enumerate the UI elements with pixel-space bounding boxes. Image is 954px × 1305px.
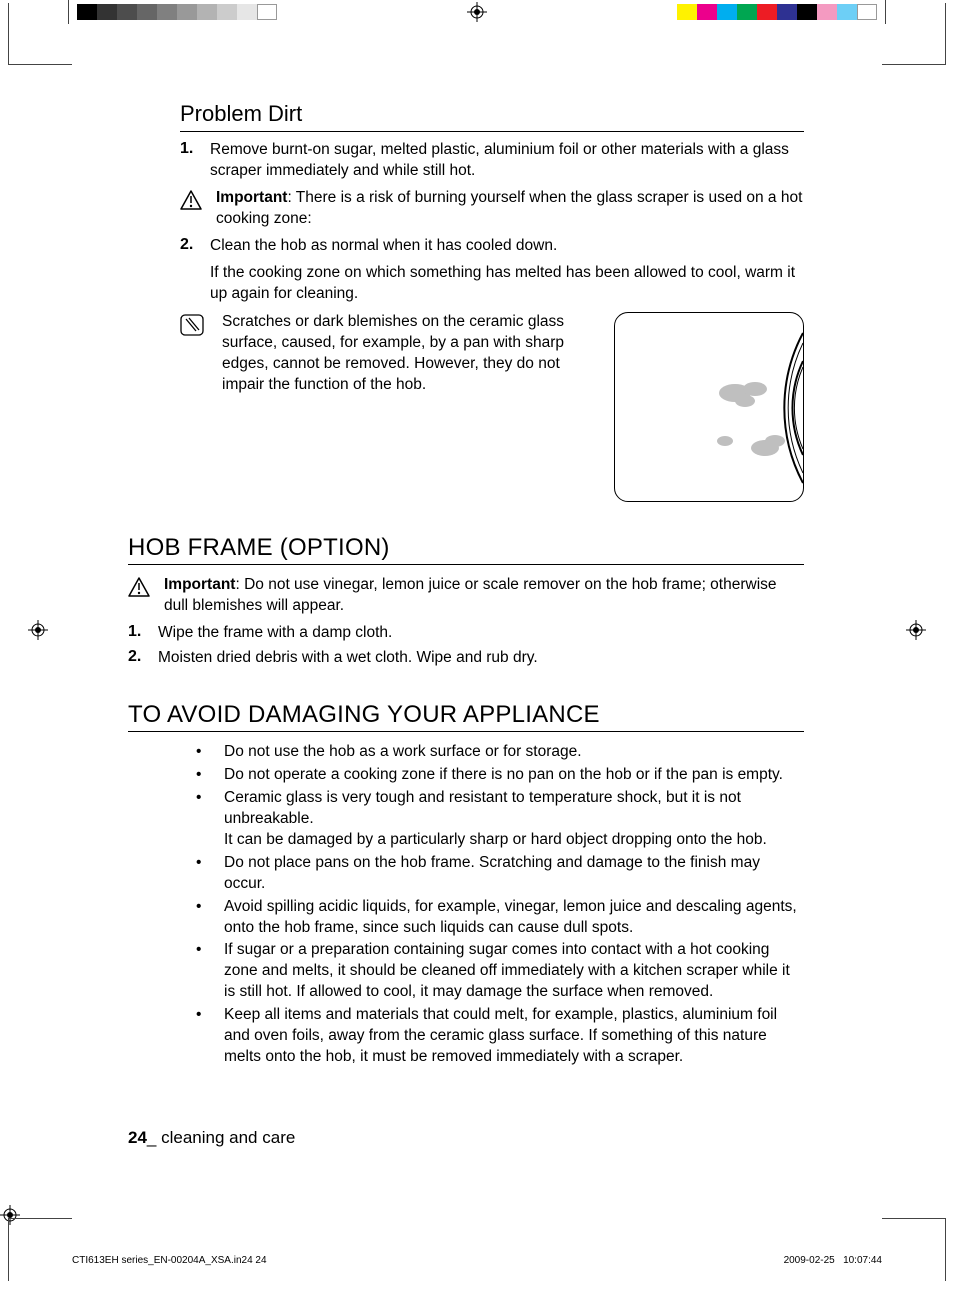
warning-note-hob: Important: Do not use vinegar, lemon jui…	[128, 575, 804, 617]
print-slug: CTI613EH series_EN-00204A_XSA.in24 24 20…	[0, 1255, 954, 1266]
list-item: •Do not operate a cooking zone if there …	[196, 765, 804, 786]
slug-datetime: 2009-02-25 10:07:44	[784, 1255, 882, 1266]
step-number: 2.	[128, 648, 158, 669]
info-note-row: Scratches or dark blemishes on the ceram…	[180, 312, 804, 502]
slug-file: CTI613EH series_EN-00204A_XSA.in24 24	[72, 1255, 267, 1266]
step-2: 2. Clean the hob as normal when it has c…	[180, 236, 804, 257]
list-item: •Do not place pans on the hob frame. Scr…	[196, 853, 804, 895]
registration-mark-right	[906, 620, 926, 640]
page-content: Problem Dirt 1. Remove burnt-on sugar, m…	[0, 65, 954, 1178]
subheading-problem-dirt: Problem Dirt	[180, 97, 804, 132]
registration-mark-top	[467, 2, 487, 22]
list-item: •Ceramic glass is very tough and resista…	[196, 788, 804, 851]
gray-swatch-row	[77, 4, 277, 20]
warning-icon	[180, 188, 204, 230]
registration-strip	[68, 0, 886, 24]
step-2-detail: If the cooking zone on which something h…	[210, 263, 804, 305]
page-footer: 24_ cleaning and care	[128, 1128, 804, 1148]
step-number: 2.	[180, 236, 210, 257]
step-text: Wipe the frame with a damp cloth.	[158, 623, 392, 644]
list-item: •Keep all items and materials that could…	[196, 1005, 804, 1068]
warning-note: Important: There is a risk of burning yo…	[180, 188, 804, 230]
list-item: •Do not use the hob as a work surface or…	[196, 742, 804, 763]
color-swatch-row	[677, 4, 877, 20]
warning-icon	[128, 575, 152, 617]
step-text: Moisten dried debris with a wet cloth. W…	[158, 648, 538, 669]
hob-illustration	[614, 312, 804, 502]
step-text: Clean the hob as normal when it has cool…	[210, 236, 557, 257]
step-number: 1.	[128, 623, 158, 644]
step-number: 1.	[180, 140, 210, 182]
hob-step-1: 1. Wipe the frame with a damp cloth.	[128, 623, 804, 644]
registration-mark-left	[28, 620, 48, 640]
warning-text: Important: There is a risk of burning yo…	[216, 188, 804, 230]
list-item: •If sugar or a preparation containing su…	[196, 940, 804, 1003]
avoid-damage-list: •Do not use the hob as a work surface or…	[196, 742, 804, 1068]
heading-hob-frame: HOB FRAME (OPTION)	[128, 532, 804, 565]
step-1: 1. Remove burnt-on sugar, melted plastic…	[180, 140, 804, 182]
list-item: •Avoid spilling acidic liquids, for exam…	[196, 897, 804, 939]
note-icon	[180, 312, 204, 341]
step-text: Remove burnt-on sugar, melted plastic, a…	[210, 140, 804, 182]
hob-step-2: 2. Moisten dried debris with a wet cloth…	[128, 648, 804, 669]
heading-avoid-damage: TO AVOID DAMAGING YOUR APPLIANCE	[128, 699, 804, 732]
info-note-text: Scratches or dark blemishes on the ceram…	[222, 312, 596, 396]
warning-text: Important: Do not use vinegar, lemon jui…	[164, 575, 804, 617]
registration-mark-bottom	[0, 1205, 954, 1225]
